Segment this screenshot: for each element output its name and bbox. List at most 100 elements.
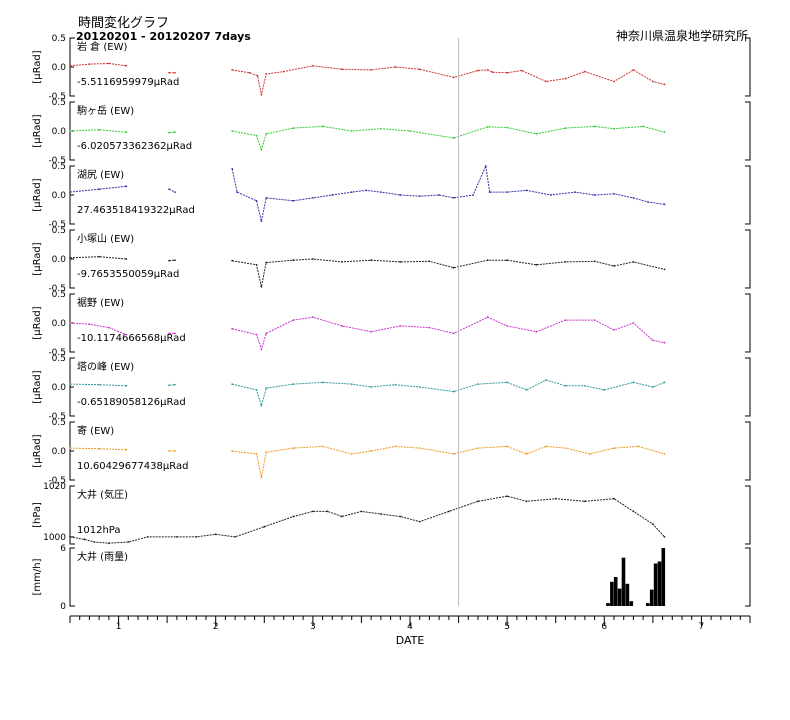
data-point	[380, 127, 382, 130]
data-point	[174, 131, 176, 134]
data-point	[506, 71, 508, 74]
data-point	[399, 515, 402, 518]
panel-6: 0.5 0.0 -0.5 [μRad] 寄 (EW) 10.60429677438μRad	[32, 418, 751, 486]
y-tick-label: 0.5	[52, 354, 66, 364]
y-tick-label: 0.5	[52, 98, 66, 108]
series-line	[169, 384, 175, 386]
series-line	[69, 447, 127, 451]
data-point	[477, 500, 479, 503]
series-line	[232, 445, 665, 478]
data-point	[535, 330, 538, 333]
x-axis: 1 2 3 4 5 6 7	[69, 615, 751, 632]
data-point	[125, 258, 128, 260]
data-point	[588, 453, 591, 455]
data-point	[260, 220, 263, 223]
data-point	[663, 83, 666, 86]
data-point	[263, 525, 266, 528]
data-point	[506, 259, 508, 262]
data-point	[632, 322, 635, 324]
organization-name: 神奈川県温泉地学研究所	[616, 28, 748, 43]
data-point	[292, 319, 295, 321]
x-axis-label: DATE	[396, 634, 425, 647]
data-point	[370, 259, 372, 262]
data-point	[312, 64, 314, 67]
data-point	[632, 510, 635, 513]
y-unit-label: [μRad]	[32, 178, 43, 211]
x-tick-label: 7	[699, 622, 705, 632]
y-unit-label: [mm/h]	[32, 558, 43, 595]
data-point	[452, 76, 455, 79]
series-line	[232, 316, 665, 351]
data-point	[168, 259, 171, 262]
data-point	[564, 261, 567, 263]
data-point	[168, 384, 171, 387]
data-point	[506, 126, 508, 129]
offset-value: -10.1174666568μRad	[77, 333, 186, 344]
right-axis	[745, 357, 751, 417]
y-tick-label: 0.0	[52, 191, 67, 201]
data-point	[98, 447, 100, 450]
data-point	[174, 332, 176, 335]
data-point	[613, 265, 615, 267]
data-point	[176, 536, 178, 538]
data-point	[168, 450, 171, 452]
data-point	[292, 383, 295, 385]
data-point	[231, 168, 234, 170]
offset-value: 10.60429677438μRad	[77, 461, 188, 472]
data-point	[564, 319, 567, 321]
data-point	[195, 536, 198, 538]
x-tick-label: 5	[504, 622, 510, 632]
data-point	[525, 453, 528, 455]
right-axis	[745, 165, 751, 225]
data-point	[613, 447, 615, 449]
data-point	[484, 165, 487, 167]
right-axis	[745, 101, 751, 161]
y-tick-label: 0.5	[52, 290, 66, 300]
offset-value: -5.5116959979μRad	[77, 77, 179, 88]
data-point	[452, 266, 455, 269]
panel-0: 0.5 0.0 -0.5 [μRad] 岩 倉 (EW) -5.5116959979μRa…	[32, 34, 751, 102]
data-point	[477, 447, 479, 449]
data-point	[652, 339, 654, 342]
data-point	[326, 510, 329, 513]
data-point	[93, 541, 96, 543]
data-point	[168, 188, 171, 191]
rain-bar	[646, 603, 650, 606]
station-name: 塔の峰 (EW)	[77, 360, 134, 373]
data-point	[312, 258, 314, 260]
data-point	[448, 510, 450, 513]
y-tick-label: -0.5	[48, 412, 66, 422]
data-point	[370, 386, 372, 388]
y-tick-label: 0.0	[52, 319, 67, 329]
data-point	[663, 453, 666, 455]
data-point	[312, 316, 314, 319]
station-name: 小塚山 (EW)	[77, 233, 134, 245]
data-point	[265, 387, 268, 390]
data-point	[550, 194, 552, 196]
data-point	[418, 195, 421, 198]
data-point	[525, 389, 528, 391]
data-point	[98, 188, 100, 191]
rain-bar	[661, 548, 666, 606]
data-point	[321, 445, 324, 448]
data-point	[350, 453, 353, 455]
y-unit-label: [μRad]	[32, 242, 43, 275]
panel-5: 0.5 0.0 -0.5 [μRad] 塔の峰 (EW) -0.65189058126μR…	[32, 354, 751, 422]
data-point	[231, 383, 234, 385]
data-point	[663, 536, 666, 538]
data-point	[125, 64, 128, 67]
data-point	[265, 261, 268, 264]
data-point	[236, 191, 239, 194]
data-point	[525, 500, 528, 503]
y-tick-label: 0.0	[52, 383, 67, 393]
y-tick-label: 0.0	[52, 447, 67, 457]
data-point	[603, 389, 606, 391]
data-point	[174, 71, 176, 74]
data-point	[341, 515, 343, 518]
rain-bar	[625, 583, 630, 606]
data-point	[525, 189, 528, 192]
data-point	[360, 510, 363, 513]
y-unit-label: [hPa]	[32, 502, 43, 528]
y-tick-label: -0.5	[48, 156, 66, 166]
